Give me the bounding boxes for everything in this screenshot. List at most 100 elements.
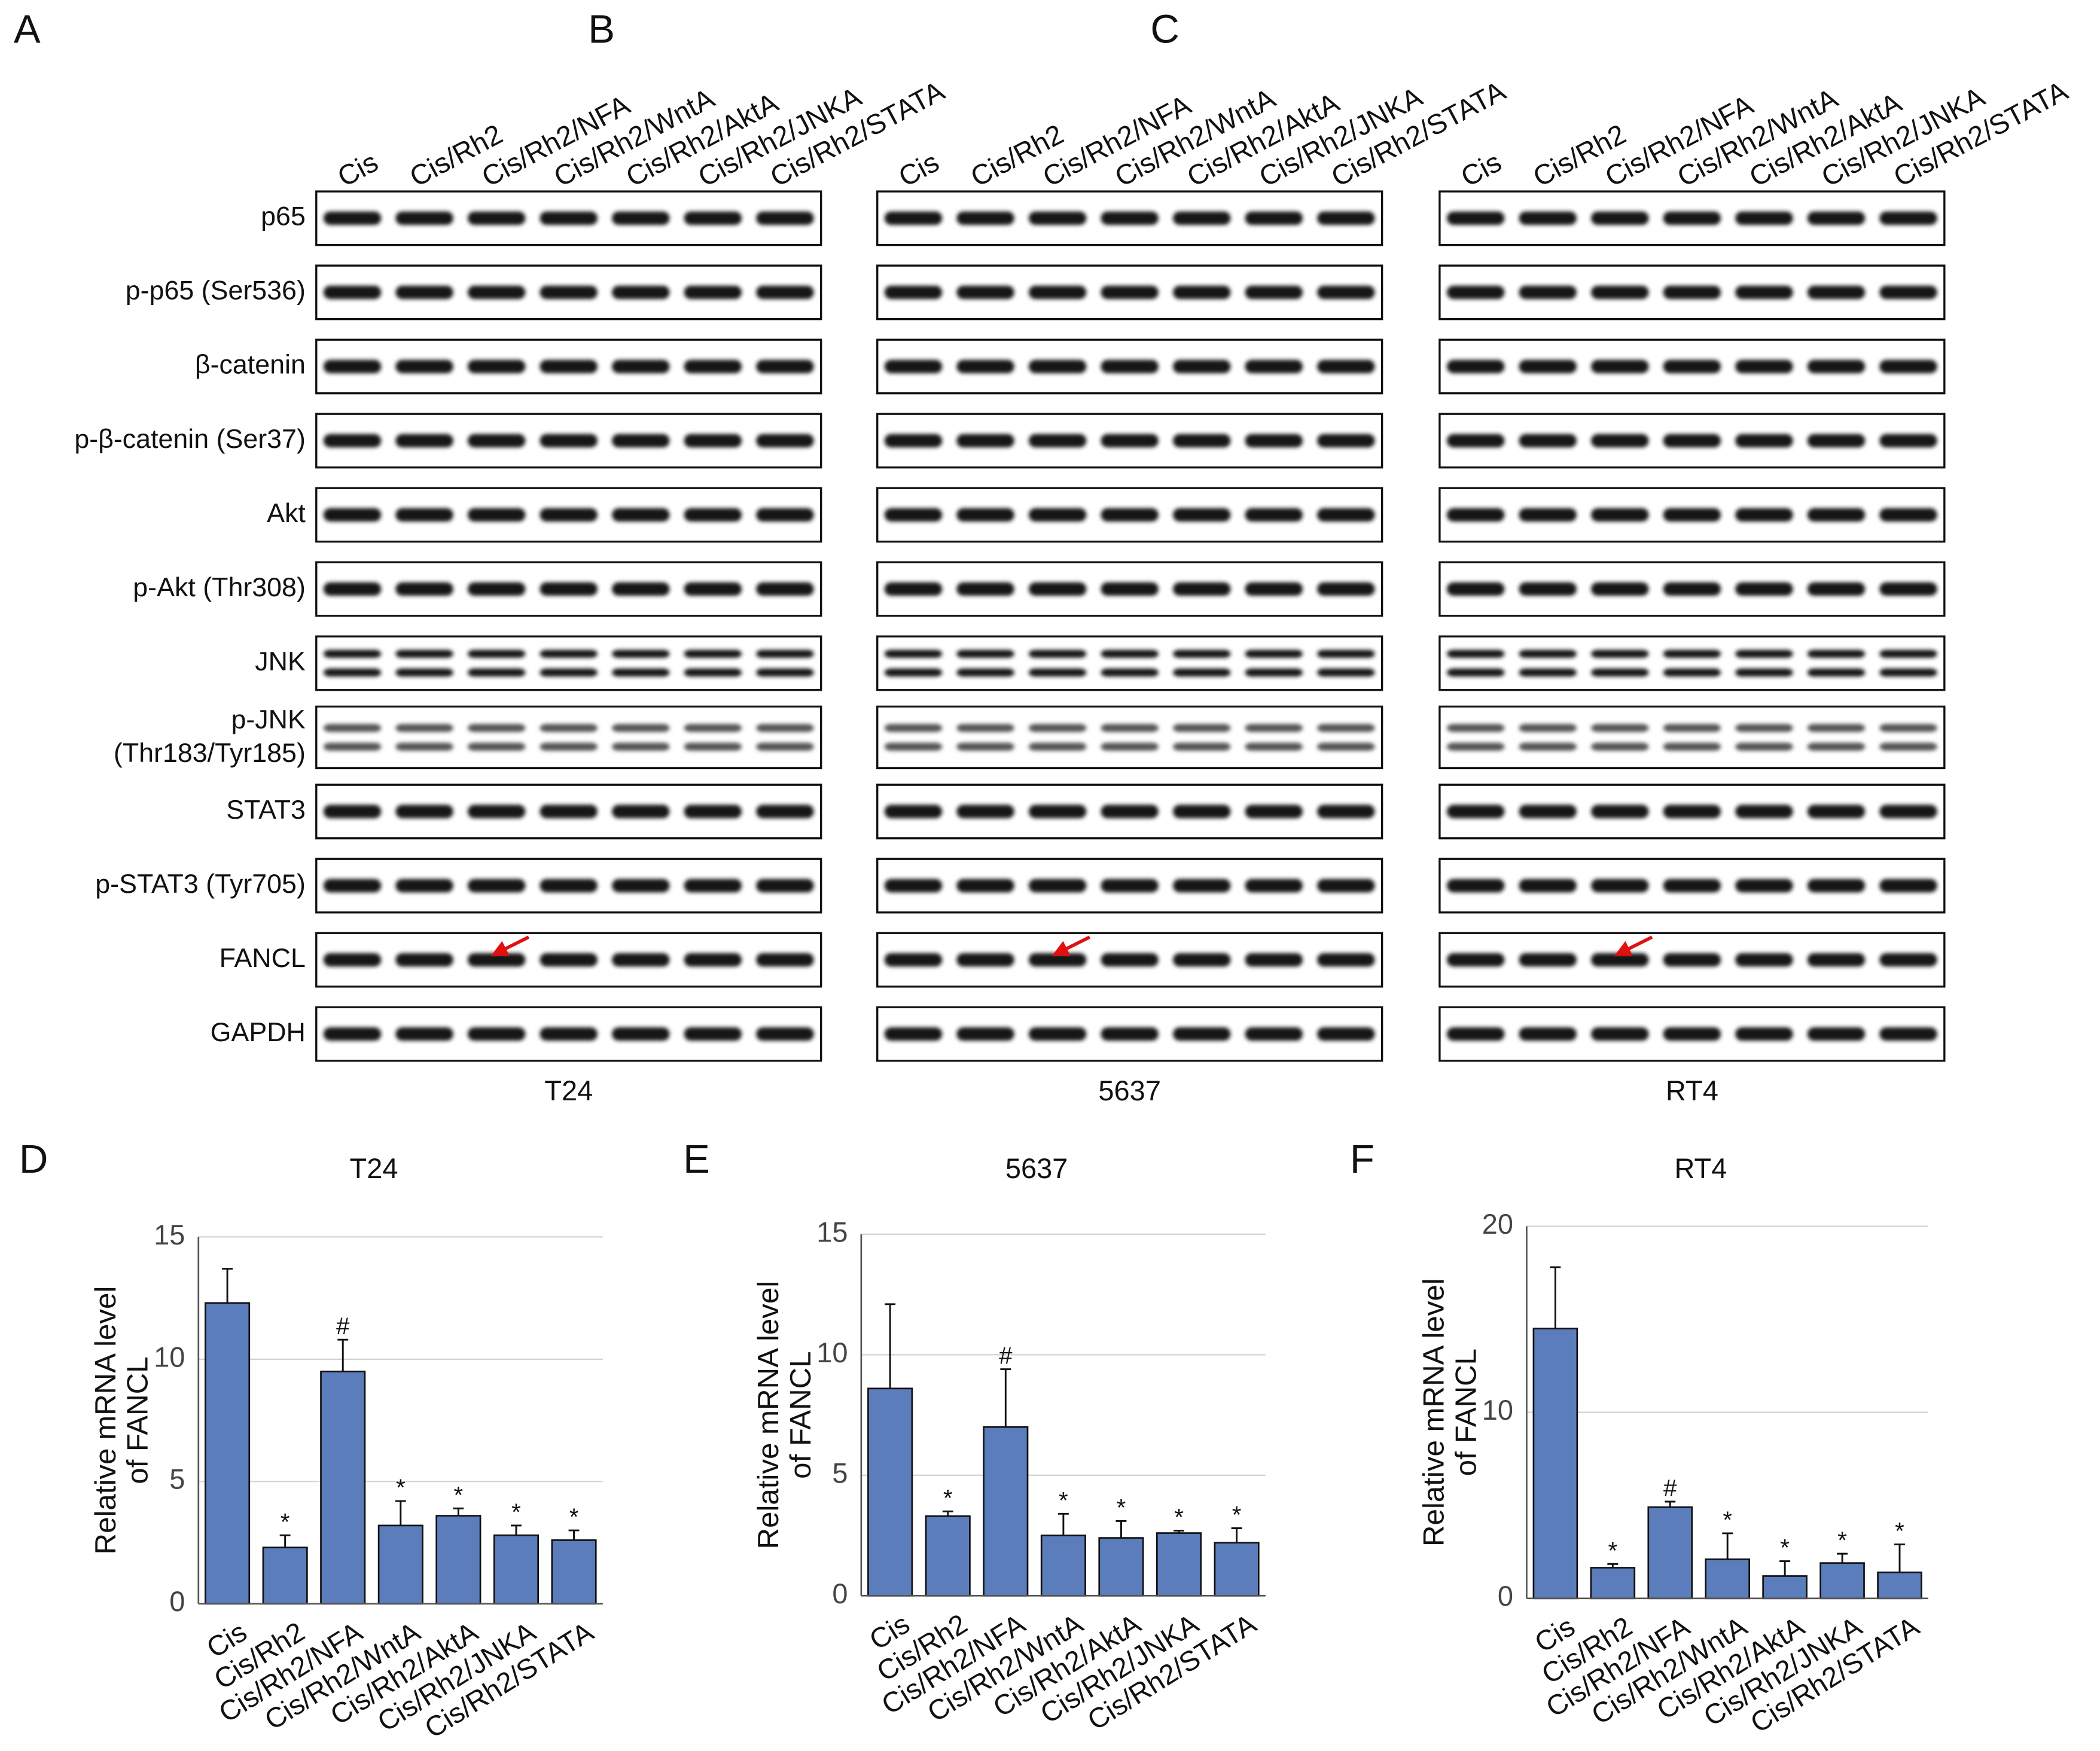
band: [612, 668, 670, 677]
y-tick-label: 10: [1482, 1394, 1513, 1426]
band: [1519, 878, 1577, 893]
significance-mark: *: [1117, 1494, 1126, 1521]
band: [1173, 668, 1231, 677]
row-label: Akt: [267, 498, 306, 528]
band: [1735, 878, 1793, 893]
band: [1807, 724, 1866, 733]
significance-mark: *: [1837, 1527, 1847, 1554]
band: [1591, 724, 1649, 733]
band: [1591, 742, 1649, 751]
band: [1591, 1027, 1649, 1041]
blot-strip: [876, 858, 1383, 914]
band: [1317, 582, 1375, 596]
y-tick-label: 20: [1482, 1208, 1513, 1240]
band: [540, 953, 598, 967]
blot-strip: [315, 932, 822, 988]
band: [1317, 649, 1375, 658]
band: [756, 434, 814, 448]
band: [1663, 285, 1721, 300]
row-label: β-catenin: [195, 350, 306, 380]
band: [540, 668, 598, 677]
band: [467, 742, 526, 751]
band: [1446, 804, 1505, 819]
blot-strip: [315, 783, 822, 840]
band: [956, 582, 1014, 596]
significance-mark: *: [569, 1503, 579, 1530]
error-bar: [1550, 1266, 1561, 1329]
band: [395, 434, 453, 448]
band: [1446, 724, 1505, 733]
band: [1735, 211, 1793, 225]
error-bar: [222, 1268, 233, 1303]
band: [540, 724, 598, 733]
lane-label: Cis: [893, 146, 944, 193]
band: [612, 211, 670, 225]
band: [1807, 804, 1866, 819]
error-bar: [1000, 1368, 1011, 1427]
band: [684, 742, 742, 751]
blot-strip: [1438, 487, 1946, 543]
band: [756, 508, 814, 522]
blot-strip: [1438, 932, 1946, 988]
band: [1028, 742, 1087, 751]
blot-strip: [315, 561, 822, 617]
band: [395, 1027, 453, 1041]
band: [1879, 285, 1937, 300]
band: [1101, 742, 1159, 751]
band: [1663, 359, 1721, 374]
band: [1173, 434, 1231, 448]
band: [884, 953, 943, 967]
band: [1663, 582, 1721, 596]
row-label: (Thr183/Tyr185): [114, 738, 306, 768]
band: [1101, 668, 1159, 677]
band: [395, 508, 453, 522]
row-label: FANCL: [220, 943, 306, 973]
band: [1028, 1027, 1087, 1041]
blot-strip: [1438, 705, 1946, 770]
band: [684, 508, 742, 522]
chart-title: RT4: [1674, 1152, 1727, 1184]
error-bar: [453, 1507, 464, 1516]
band: [1879, 742, 1937, 751]
band: [612, 508, 670, 522]
band: [884, 878, 943, 893]
error-bar: [1607, 1563, 1619, 1568]
band: [884, 1027, 943, 1041]
band: [884, 724, 943, 733]
band: [540, 1027, 598, 1041]
arrow: [490, 935, 530, 956]
blot-strip: [876, 635, 1383, 691]
band: [884, 211, 943, 225]
bar: [435, 1515, 481, 1605]
band: [612, 878, 670, 893]
band: [1879, 508, 1937, 522]
band: [1101, 285, 1159, 300]
band: [956, 742, 1014, 751]
band: [756, 953, 814, 967]
band: [395, 668, 453, 677]
band: [1446, 508, 1505, 522]
band: [1807, 508, 1866, 522]
band: [323, 878, 382, 893]
significance-mark: *: [943, 1484, 953, 1511]
band: [1028, 804, 1087, 819]
band: [540, 508, 598, 522]
band: [1173, 582, 1231, 596]
bar: [1647, 1506, 1693, 1600]
band: [467, 285, 526, 300]
band: [1446, 582, 1505, 596]
band: [756, 649, 814, 658]
error-bar: [885, 1303, 896, 1389]
band: [1028, 434, 1087, 448]
blot-strip: [315, 487, 822, 543]
y-axis-label: Relative mRNA level: [89, 1286, 122, 1555]
band: [1028, 211, 1087, 225]
row-label: GAPDH: [211, 1017, 306, 1047]
error-bar: [337, 1338, 349, 1372]
band: [467, 668, 526, 677]
band: [1879, 878, 1937, 893]
band: [956, 359, 1014, 374]
band: [467, 878, 526, 893]
bar: [1098, 1537, 1144, 1597]
band: [1245, 668, 1303, 677]
